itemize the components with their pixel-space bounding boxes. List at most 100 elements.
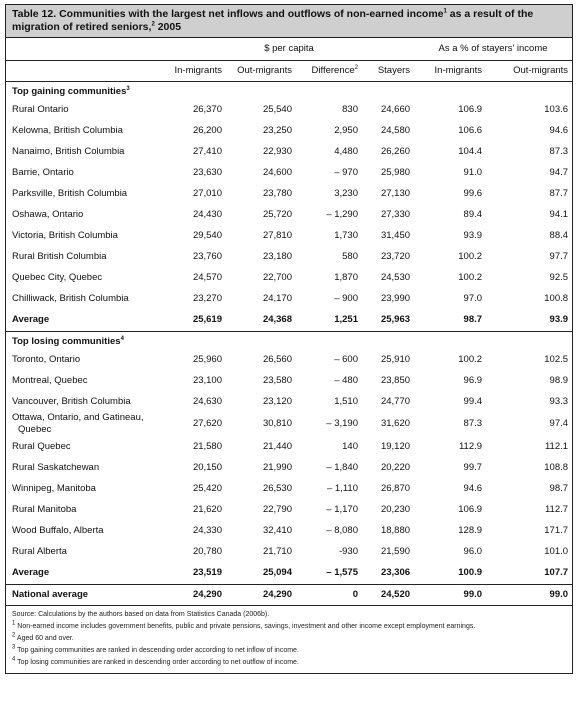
cell-difference: – 1,575 (326, 567, 358, 578)
title-text-main: Table 12. Communities with the largest n… (12, 8, 444, 20)
cell-in-migrants: 23,270 (192, 292, 222, 304)
footnote-text: Aged 60 and over. (16, 635, 74, 642)
cell-pct-in-migrants: 128.9 (458, 524, 483, 536)
cell-stayers: 26,260 (380, 145, 411, 157)
cell-stayers: 18,880 (380, 524, 411, 536)
row-label-text: Toronto, Ontario (12, 353, 81, 365)
cell-in-migrants: 25,619 (164, 309, 226, 332)
table-row: Montreal, Quebec 23,100 23,580 – 480 23,850 9… (6, 370, 572, 391)
table-row: Rural Manitoba 21,620 22,790 – 1,170 20,230 1… (6, 499, 572, 520)
footnote: 1 Non-earned income includes government … (12, 621, 566, 633)
row-label: Montreal, Quebec (6, 370, 164, 391)
cell-in-migrants: 21,580 (192, 440, 222, 452)
row-label: Rural Saskatchewan (6, 457, 164, 478)
row-label-text: Oshawa, Ontario (12, 208, 84, 220)
row-label: Rural Manitoba (6, 499, 164, 520)
cell-out-migrants: 23,120 (262, 395, 292, 407)
footnote-text: Top gaining communities are ranked in de… (17, 647, 299, 654)
row-label-text: Montreal, Quebec (12, 374, 88, 386)
table-row: Rural Saskatchewan 20,150 21,990 – 1,840 20,… (6, 457, 572, 478)
row-label: Chilliwack, British Columbia (6, 288, 164, 309)
row-label-text: Rural Ontario (12, 103, 69, 115)
cell-stayers: 20,230 (380, 503, 411, 515)
row-label: Rural British Columbia (6, 246, 164, 267)
cell-pct-out-migrants: 87.7 (549, 187, 569, 199)
cell-stayers: 20,220 (380, 461, 411, 473)
cell-out-migrants: 22,930 (262, 145, 292, 157)
cell-pct-in-migrants: 97.0 (463, 292, 483, 304)
row-label: National average (6, 584, 164, 606)
cell-stayers: 31,450 (380, 229, 411, 241)
footnote-text: Non-earned income includes government be… (17, 623, 476, 630)
cell-in-migrants: 20,150 (192, 461, 222, 473)
cell-stayers: 31,620 (380, 418, 411, 429)
cell-in-migrants: 23,760 (192, 250, 222, 262)
cell-stayers: 21,590 (380, 545, 411, 557)
cell-pct-in-migrants: 106.9 (458, 103, 483, 115)
table-body: Top gaining communities3 Rural Ontario 26,… (6, 82, 573, 606)
cell-in-migrants: 27,010 (192, 187, 222, 199)
cell-pct-out-migrants: 88.4 (549, 229, 569, 241)
title-sup-2: 2 (151, 21, 155, 28)
cell-stayers: 27,330 (380, 208, 411, 220)
footnote-number: 4 (12, 656, 16, 663)
cell-out-migrants: 23,580 (262, 374, 292, 386)
average-row: Average 25,619 24,368 1,251 25,963 98.7 93.9 (6, 309, 573, 332)
row-label: Kelowna, British Columbia (6, 120, 164, 141)
cell-pct-in-migrants: 100.9 (458, 567, 483, 578)
table-row: Quebec City, Quebec 24,570 22,700 1,870 24,5… (6, 267, 572, 288)
cell-out-migrants: 24,368 (226, 309, 296, 332)
cell-pct-out-migrants: 92.5 (549, 271, 569, 283)
cell-stayers: 25,910 (380, 353, 411, 365)
table-row: Winnipeg, Manitoba 25,420 26,530 – 1,110 26,… (6, 478, 572, 499)
cell-pct-in-migrants: 99.0 (414, 584, 487, 606)
cell-in-migrants: 23,100 (192, 374, 222, 386)
footnote-text: Top losing communities are ranked in des… (17, 659, 299, 666)
cell-in-migrants: 27,620 (192, 418, 222, 429)
row-label: Average (6, 309, 164, 332)
cell-in-migrants: 29,540 (192, 229, 222, 241)
data-table: $ per capita As a % of stayers' income I… (6, 38, 573, 606)
row-label-text: Rural Saskatchewan (12, 461, 100, 473)
row-label-text: Kelowna, British Columbia (12, 124, 123, 136)
col-header-out-migrants: Out-migrants (226, 60, 296, 82)
cell-pct-out-migrants: 100.8 (544, 292, 569, 304)
row-label-text: Rural Alberta (12, 545, 67, 557)
cell-stayers: 23,720 (380, 250, 411, 262)
cell-pct-in-migrants: 96.9 (463, 374, 483, 386)
col-header-stayers: Stayers (362, 60, 415, 82)
cell-pct-out-migrants: 99.0 (486, 584, 573, 606)
cell-pct-out-migrants: 97.7 (549, 250, 569, 262)
cell-pct-out-migrants: 112.7 (544, 503, 569, 515)
cell-stayers: 27,130 (380, 187, 411, 199)
section-header-sup: 3 (126, 85, 130, 92)
cell-pct-in-migrants: 99.6 (463, 187, 483, 199)
row-label-text: Average (12, 314, 50, 325)
row-label-text: Victoria, British Columbia (12, 229, 118, 241)
cell-difference: -930 (338, 545, 358, 557)
cell-stayers: 24,520 (362, 584, 415, 606)
title-text-end: 2005 (154, 21, 182, 33)
cell-pct-out-migrants: 93.3 (549, 395, 569, 407)
cell-difference: – 600 (334, 353, 358, 365)
cell-out-migrants: 24,600 (262, 166, 292, 178)
cell-stayers: 24,660 (380, 103, 411, 115)
row-label: Toronto, Ontario (6, 349, 164, 370)
cell-pct-out-migrants: 112.1 (544, 440, 569, 452)
cell-pct-in-migrants: 98.7 (414, 309, 487, 332)
row-label: Oshawa, Ontario (6, 204, 164, 225)
table-row: Vancouver, British Columbia 24,630 23,120 1… (6, 391, 572, 412)
row-label: Nanaimo, British Columbia (6, 141, 164, 162)
cell-pct-out-migrants: 107.7 (544, 567, 569, 578)
table-row: Barrie, Ontario 23,630 24,600 – 970 25,980 91… (6, 162, 572, 183)
row-label-text: Parksville, British Columbia (12, 187, 128, 199)
cell-difference: – 3,190 (326, 418, 358, 429)
cell-difference: 2,950 (334, 124, 358, 136)
table-row: Wood Buffalo, Alberta 24,330 32,410 – 8,080… (6, 520, 572, 541)
group-header-row: $ per capita As a % of stayers' income (6, 38, 573, 61)
row-label-text: Chilliwack, British Columbia (12, 292, 129, 304)
cell-pct-in-migrants: 100.2 (458, 353, 483, 365)
row-label: Average (6, 562, 164, 585)
average-row: Average 23,519 25,094 – 1,575 23,306 100.9 107… (6, 562, 572, 585)
table-row: Chilliwack, British Columbia 23,270 24,170… (6, 288, 572, 309)
